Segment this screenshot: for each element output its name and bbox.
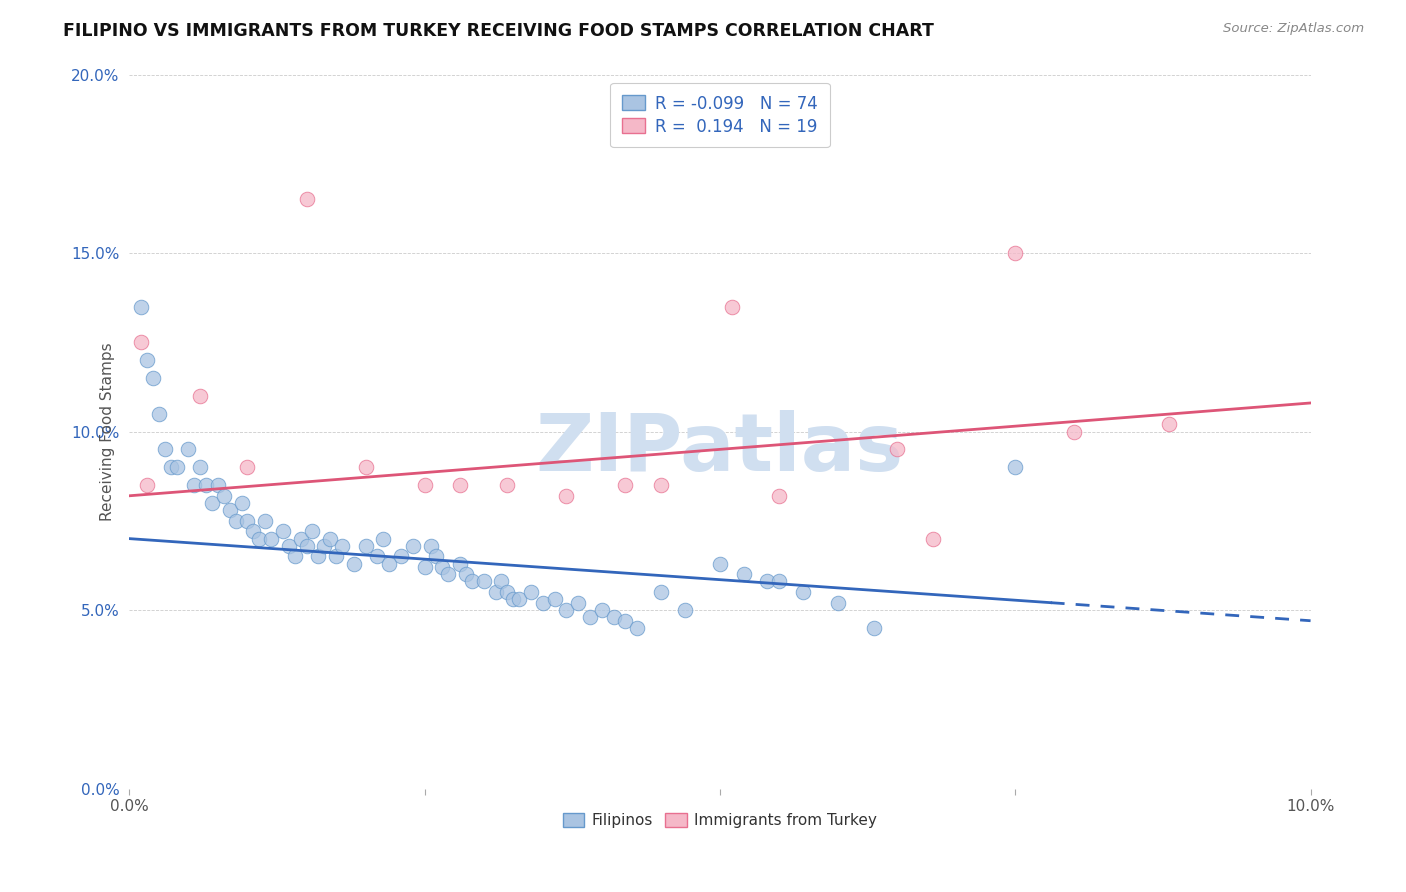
Text: Source: ZipAtlas.com: Source: ZipAtlas.com xyxy=(1223,22,1364,36)
Point xyxy=(354,460,377,475)
Point xyxy=(437,567,460,582)
Point xyxy=(921,532,943,546)
Point xyxy=(236,460,259,475)
Point xyxy=(148,407,170,421)
Text: ZIPatlas: ZIPatlas xyxy=(536,410,904,489)
Point xyxy=(827,596,849,610)
Point xyxy=(142,371,165,385)
Point xyxy=(271,524,294,539)
Point xyxy=(531,596,554,610)
Point xyxy=(491,574,513,589)
Point xyxy=(650,585,672,599)
Point xyxy=(555,603,578,617)
Point xyxy=(307,549,329,564)
Point xyxy=(602,610,624,624)
Point xyxy=(432,560,454,574)
Point xyxy=(201,496,224,510)
Point xyxy=(136,478,159,492)
Y-axis label: Receiving Food Stamps: Receiving Food Stamps xyxy=(100,343,115,521)
Point xyxy=(886,442,908,457)
Point xyxy=(555,489,578,503)
Point xyxy=(183,478,205,492)
Point xyxy=(425,549,447,564)
Point xyxy=(290,532,312,546)
Point xyxy=(756,574,779,589)
Point xyxy=(218,503,240,517)
Point xyxy=(543,592,565,607)
Point xyxy=(520,585,543,599)
Point xyxy=(720,300,742,314)
Point xyxy=(301,524,323,539)
Point xyxy=(188,389,211,403)
Point xyxy=(454,567,477,582)
Point xyxy=(260,532,283,546)
Point xyxy=(129,335,152,350)
Point xyxy=(579,610,602,624)
Point xyxy=(295,539,318,553)
Point xyxy=(502,592,524,607)
Point xyxy=(733,567,755,582)
Point xyxy=(567,596,589,610)
Point xyxy=(472,574,495,589)
Point xyxy=(591,603,613,617)
Point xyxy=(413,560,436,574)
Point xyxy=(153,442,176,457)
Point xyxy=(862,621,884,635)
Point xyxy=(354,539,377,553)
Point xyxy=(1004,246,1026,260)
Point xyxy=(449,557,471,571)
Point xyxy=(277,539,299,553)
Point xyxy=(212,489,235,503)
Point xyxy=(366,549,388,564)
Point xyxy=(188,460,211,475)
Point xyxy=(1004,460,1026,475)
Point xyxy=(373,532,395,546)
Point xyxy=(177,442,200,457)
Text: FILIPINO VS IMMIGRANTS FROM TURKEY RECEIVING FOOD STAMPS CORRELATION CHART: FILIPINO VS IMMIGRANTS FROM TURKEY RECEI… xyxy=(63,22,934,40)
Point xyxy=(254,514,277,528)
Point xyxy=(284,549,307,564)
Point xyxy=(402,539,425,553)
Point xyxy=(159,460,181,475)
Point xyxy=(484,585,506,599)
Point xyxy=(496,478,519,492)
Point xyxy=(225,514,247,528)
Point xyxy=(314,539,336,553)
Point xyxy=(242,524,264,539)
Point xyxy=(343,557,366,571)
Point xyxy=(419,539,441,553)
Point xyxy=(449,478,471,492)
Point xyxy=(673,603,696,617)
Point xyxy=(768,574,790,589)
Point xyxy=(1063,425,1085,439)
Point xyxy=(325,549,347,564)
Point xyxy=(792,585,814,599)
Point xyxy=(378,557,401,571)
Point xyxy=(231,496,253,510)
Point xyxy=(236,514,259,528)
Point xyxy=(136,353,159,368)
Point xyxy=(195,478,218,492)
Point xyxy=(768,489,790,503)
Point xyxy=(207,478,229,492)
Point xyxy=(1157,417,1180,432)
Point xyxy=(295,193,318,207)
Point xyxy=(389,549,412,564)
Legend: Filipinos, Immigrants from Turkey: Filipinos, Immigrants from Turkey xyxy=(557,807,883,834)
Point xyxy=(508,592,530,607)
Point xyxy=(247,532,270,546)
Point xyxy=(330,539,353,553)
Point xyxy=(650,478,672,492)
Point xyxy=(129,300,152,314)
Point xyxy=(614,614,637,628)
Point xyxy=(496,585,519,599)
Point xyxy=(626,621,648,635)
Point xyxy=(461,574,484,589)
Point xyxy=(709,557,731,571)
Point xyxy=(166,460,188,475)
Point xyxy=(614,478,637,492)
Point xyxy=(413,478,436,492)
Point xyxy=(319,532,342,546)
